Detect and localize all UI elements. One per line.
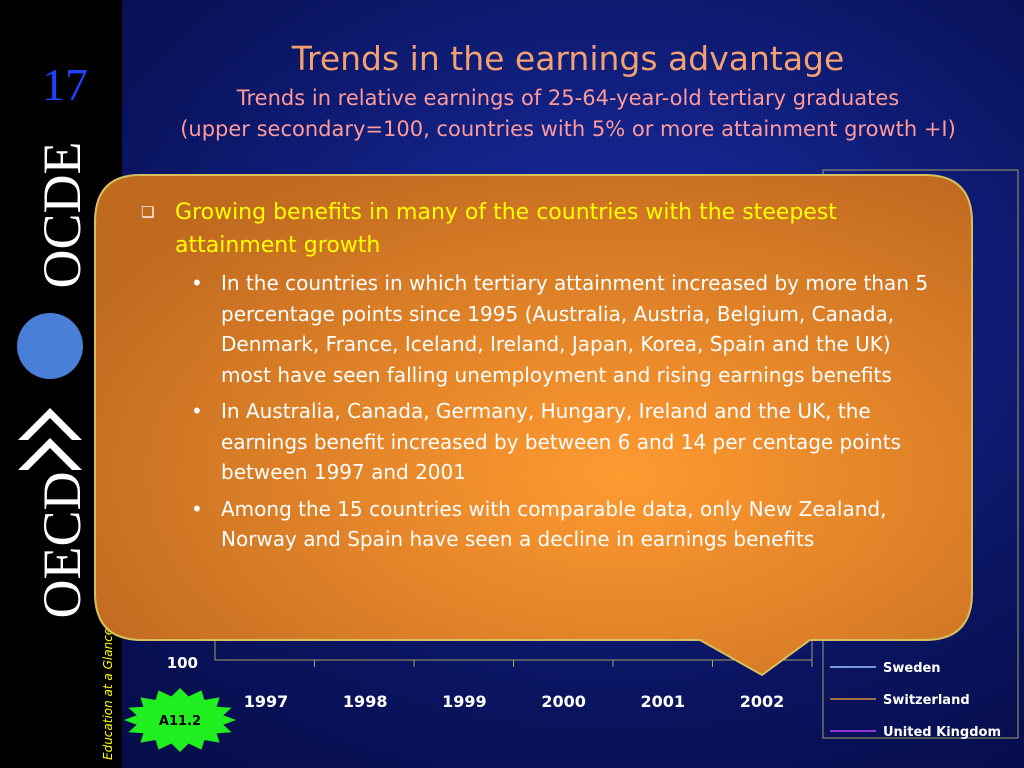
slide-number: 17 xyxy=(42,59,88,110)
legend-label: United Kingdom xyxy=(883,725,1001,740)
x-tick-label: 2000 xyxy=(541,692,586,711)
x-tick-label: 1997 xyxy=(244,692,289,711)
title: Trends in the earnings advantage xyxy=(291,39,845,78)
badge-label: A11.2 xyxy=(159,714,201,729)
subtitle: (upper secondary=100, countries with 5% … xyxy=(180,117,956,141)
legend-label: Sweden xyxy=(883,661,941,676)
callout-heading: Growing benefits in many of the countrie… xyxy=(141,196,940,262)
logo-bottom: OECD xyxy=(32,472,92,619)
bullet: Among the 15 countries with comparable d… xyxy=(191,494,941,555)
x-tick-label: 1999 xyxy=(442,692,487,711)
x-tick-label: 2001 xyxy=(641,692,686,711)
x-tick-label: 1998 xyxy=(343,692,388,711)
bullet: In Australia, Canada, Germany, Hungary, … xyxy=(191,396,941,488)
logo-circle xyxy=(17,313,83,379)
legend-label: Switzerland xyxy=(883,693,970,708)
logo-chevrons xyxy=(18,408,82,470)
bullet-list: In the countries in which tertiary attai… xyxy=(140,268,940,555)
bullet: In the countries in which tertiary attai… xyxy=(191,268,941,390)
callout-text: Growing benefits in many of the countrie… xyxy=(140,196,940,561)
y-tick-label: 100 xyxy=(167,654,198,672)
logo-top: OCDE xyxy=(32,142,92,289)
badge xyxy=(124,688,236,752)
caption: Education at a Glance 2 xyxy=(101,616,115,760)
subtitle: Trends in relative earnings of 25-64-yea… xyxy=(236,86,899,110)
x-tick-label: 2002 xyxy=(740,692,785,711)
